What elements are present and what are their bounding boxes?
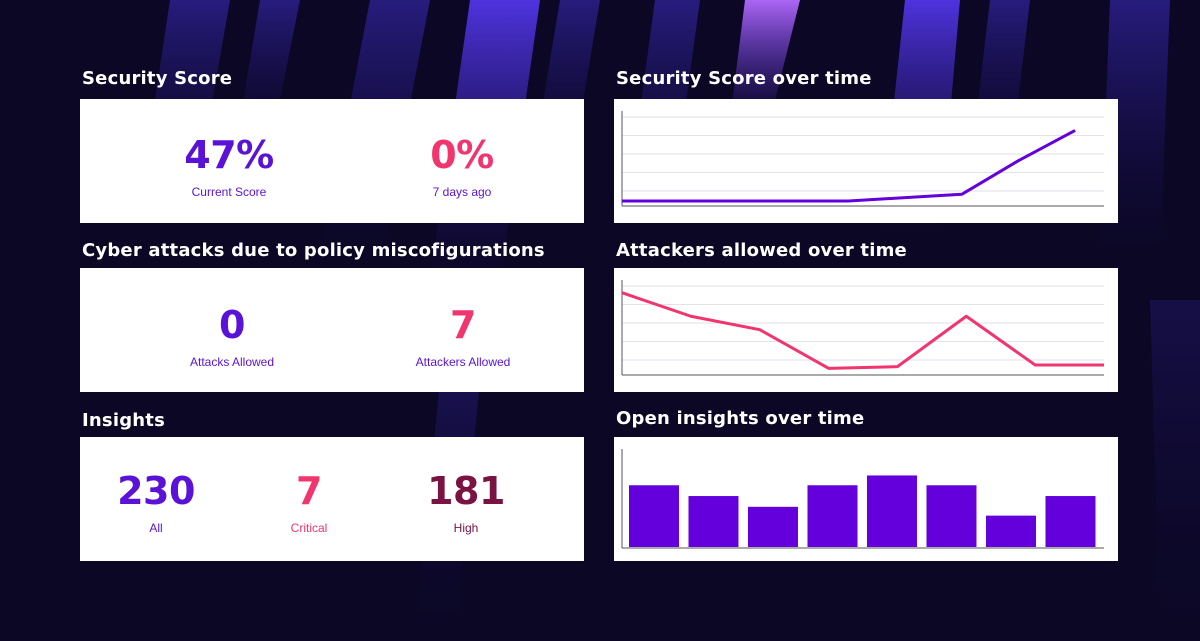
attackers-allowed-label: Attackers Allowed xyxy=(415,355,511,369)
bar xyxy=(629,485,679,547)
insights-critical-value: 7 xyxy=(296,469,322,513)
insights-high-stat: 181 High xyxy=(427,469,505,535)
insights-card: 230 All 7 Critical 181 High xyxy=(80,437,584,561)
bar xyxy=(748,506,798,547)
insights-title: Insights xyxy=(82,410,166,431)
attacks-allowed-stat: 0 Attacks Allowed xyxy=(190,303,274,369)
insights-critical-label: Critical xyxy=(290,521,328,535)
cyber-attacks-card: 0 Attacks Allowed 7 Attackers Allowed xyxy=(80,268,584,392)
bar xyxy=(688,496,739,547)
insights-over-time-chart xyxy=(621,449,1104,549)
attackers-over-time-chart xyxy=(621,280,1105,376)
previous-score-stat: 0% 7 days ago xyxy=(430,133,494,199)
cyber-attacks-title: Cyber attacks due to policy miscofigurat… xyxy=(82,240,545,261)
current-score-label: Current Score xyxy=(191,185,267,199)
attackers-allowed-stat: 7 Attackers Allowed xyxy=(416,303,511,369)
insights-all-stat: 230 All xyxy=(117,469,195,535)
score-over-time-chart xyxy=(621,111,1104,207)
previous-score-label: 7 days ago xyxy=(432,185,492,199)
insights-critical-stat: 7 Critical xyxy=(291,469,328,535)
score-over-time-card xyxy=(614,99,1118,223)
bar xyxy=(867,475,917,547)
insights-all-label: All xyxy=(149,521,163,535)
security-score-title: Security Score xyxy=(82,68,233,89)
current-score-stat: 47% Current Score xyxy=(184,133,274,199)
insights-high-label: High xyxy=(453,521,479,535)
score-over-time-title: Security Score over time xyxy=(616,68,872,89)
attackers-over-time-title: Attackers allowed over time xyxy=(616,240,907,261)
series-line xyxy=(621,291,1104,370)
insights-over-time-card xyxy=(614,437,1118,561)
insights-over-time-title: Open insights over time xyxy=(616,408,865,429)
security-score-card: 47% Current Score 0% 7 days ago xyxy=(80,99,584,223)
attackers-over-time-card xyxy=(614,268,1118,392)
bar xyxy=(986,515,1036,547)
attacks-allowed-label: Attacks Allowed xyxy=(189,355,275,369)
insights-high-value: 181 xyxy=(427,469,505,513)
previous-score-value: 0% xyxy=(430,133,494,177)
bar xyxy=(807,485,858,547)
bar xyxy=(1045,496,1096,547)
series-line xyxy=(622,129,1076,203)
attackers-allowed-value: 7 xyxy=(450,303,476,347)
current-score-value: 47% xyxy=(184,133,274,177)
attacks-allowed-value: 0 xyxy=(219,303,245,347)
insights-all-value: 230 xyxy=(117,469,195,513)
bar xyxy=(926,485,977,547)
